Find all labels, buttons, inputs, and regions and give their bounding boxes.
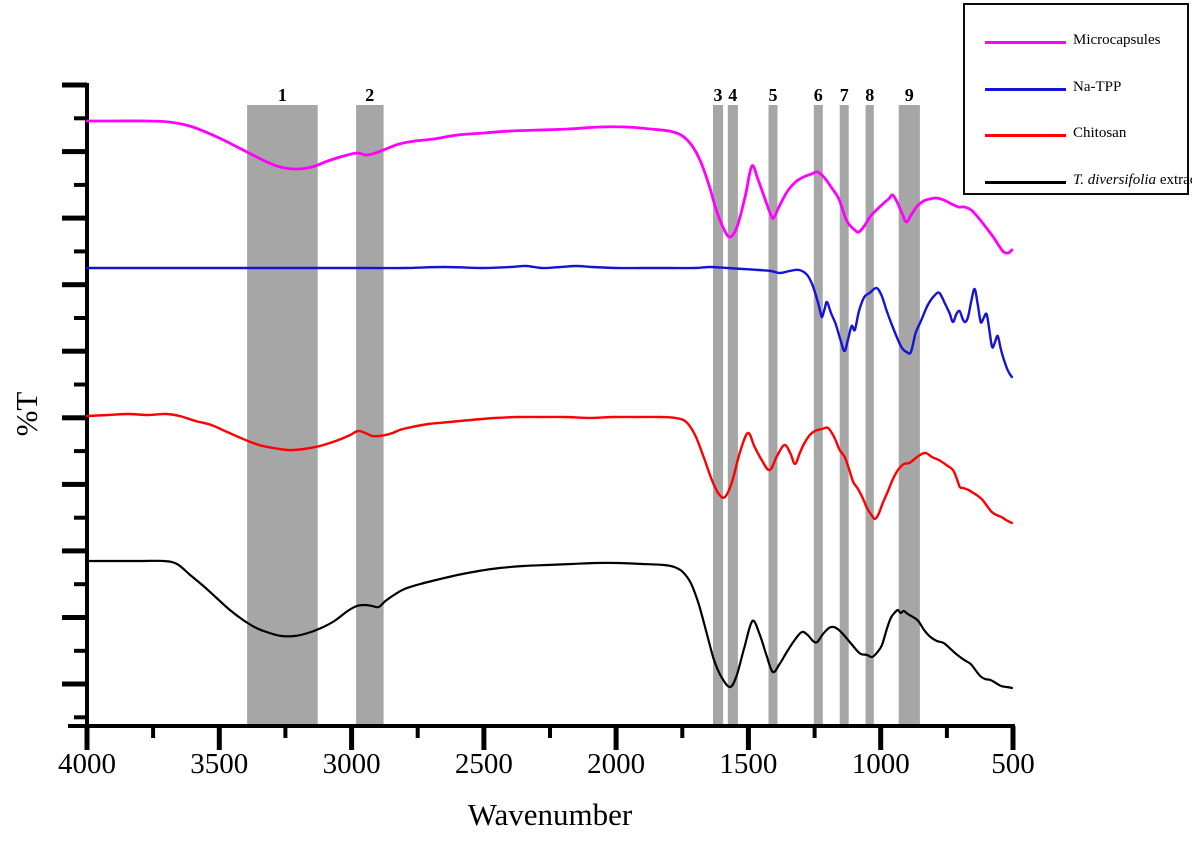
legend-line-sample	[985, 181, 1066, 184]
x-tick-label: 2000	[587, 748, 645, 780]
y-axis-major-tick	[62, 282, 87, 288]
y-axis-major-tick	[62, 149, 87, 155]
highlight-band-4	[727, 105, 738, 724]
legend-row: Chitosan	[965, 125, 1187, 145]
y-axis-minor-tick	[74, 582, 87, 587]
band-number-label-8: 8	[865, 85, 874, 105]
legend-label: Microcapsules	[1073, 32, 1160, 49]
band-number-label-4: 4	[728, 85, 737, 105]
y-axis-major-tick	[62, 348, 87, 354]
legend-label-text: Chitosan	[1073, 125, 1127, 141]
y-axis-minor-tick	[74, 316, 87, 320]
x-axis-line	[68, 724, 1015, 728]
x-tick-label: 500	[991, 748, 1035, 780]
x-axis-minor-tick	[944, 726, 949, 738]
band-number-label-5: 5	[769, 85, 778, 105]
x-axis-major-tick	[481, 726, 487, 750]
y-axis-major-tick	[62, 415, 87, 421]
y-axis-minor-tick	[74, 515, 87, 520]
x-axis-minor-tick	[812, 726, 817, 738]
highlight-band-3	[713, 105, 724, 724]
y-axis-major-tick	[62, 481, 87, 487]
x-tick-label: 1000	[852, 748, 910, 780]
band-number-label-6: 6	[814, 85, 823, 105]
y-axis-major-tick	[62, 548, 87, 554]
legend-label-text: Microcapsules	[1073, 32, 1161, 48]
y-axis-title: %T	[9, 391, 44, 437]
x-axis-major-tick	[1010, 726, 1016, 750]
legend-label: T. diversifolia extract	[1073, 172, 1192, 189]
legend-row: Microcapsules	[965, 32, 1187, 52]
band-number-label-3: 3	[714, 85, 723, 105]
y-axis-major-tick	[62, 681, 87, 687]
y-axis-minor-tick	[74, 116, 87, 121]
y-axis-minor-tick	[74, 715, 87, 720]
legend-label-text: T. diversifolia	[1073, 172, 1157, 188]
highlight-band-5	[768, 105, 778, 724]
x-axis-major-tick	[84, 726, 90, 750]
x-axis-minor-tick	[283, 726, 288, 738]
y-axis-major-tick	[62, 615, 87, 620]
spectrum-curve-microcapsules	[85, 119, 1014, 255]
band-number-label-9: 9	[905, 85, 914, 105]
x-axis-minor-tick	[548, 726, 552, 738]
x-axis-major-tick	[216, 726, 222, 750]
legend-row: Na-TPP	[965, 79, 1187, 99]
x-tick-label: 3500	[190, 748, 248, 780]
highlight-band-6	[813, 105, 823, 724]
y-axis-minor-tick	[74, 648, 87, 653]
legend-row: T. diversifolia extract	[965, 172, 1192, 192]
x-axis-major-tick	[613, 726, 619, 750]
x-tick-label: 1500	[719, 748, 777, 780]
y-axis-minor-tick	[74, 449, 87, 454]
y-axis-major-tick	[62, 82, 87, 88]
highlight-band-8	[865, 105, 874, 724]
highlight-band-7	[839, 105, 849, 724]
legend-line-sample	[985, 88, 1066, 91]
x-tick-label: 4000	[58, 748, 116, 780]
legend-box: Microcapsules Na-TPP Chitosan T. diversifol…	[963, 3, 1192, 195]
legend-label-text: extract	[1159, 172, 1192, 188]
legend-line-sample	[985, 41, 1066, 44]
x-axis-minor-tick	[151, 726, 156, 738]
legend-label: Chitosan	[1073, 125, 1126, 142]
x-axis-major-tick	[745, 726, 751, 750]
legend-line-sample	[985, 134, 1066, 137]
spectrum-curve-na-tpp	[85, 264, 1014, 379]
y-axis-minor-tick	[74, 182, 87, 187]
x-axis-minor-tick	[680, 726, 685, 738]
x-tick-label: 3000	[323, 748, 381, 780]
spectrum-curve-t-diversifolia-extract	[85, 559, 1013, 690]
x-axis-major-tick	[349, 726, 355, 750]
legend-label: Na-TPP	[1073, 79, 1121, 96]
legend-label-text: Na-TPP	[1073, 79, 1122, 95]
band-number-label-7: 7	[840, 85, 849, 105]
y-axis-line	[85, 83, 89, 728]
highlight-band-9	[898, 105, 920, 724]
highlight-band-2	[356, 105, 384, 724]
highlight-band-1	[247, 105, 318, 724]
x-axis-minor-tick	[415, 726, 420, 738]
x-axis-major-tick	[878, 726, 884, 750]
x-axis-title: Wavenumber	[467, 797, 633, 832]
band-number-label-2: 2	[365, 85, 374, 105]
y-axis-minor-tick	[74, 382, 87, 387]
y-axis-major-tick	[62, 215, 87, 221]
y-axis-minor-tick	[74, 249, 87, 254]
band-number-label-1: 1	[278, 85, 287, 105]
x-tick-label: 2500	[455, 748, 513, 780]
spectrum-curve-chitosan	[85, 412, 1014, 525]
